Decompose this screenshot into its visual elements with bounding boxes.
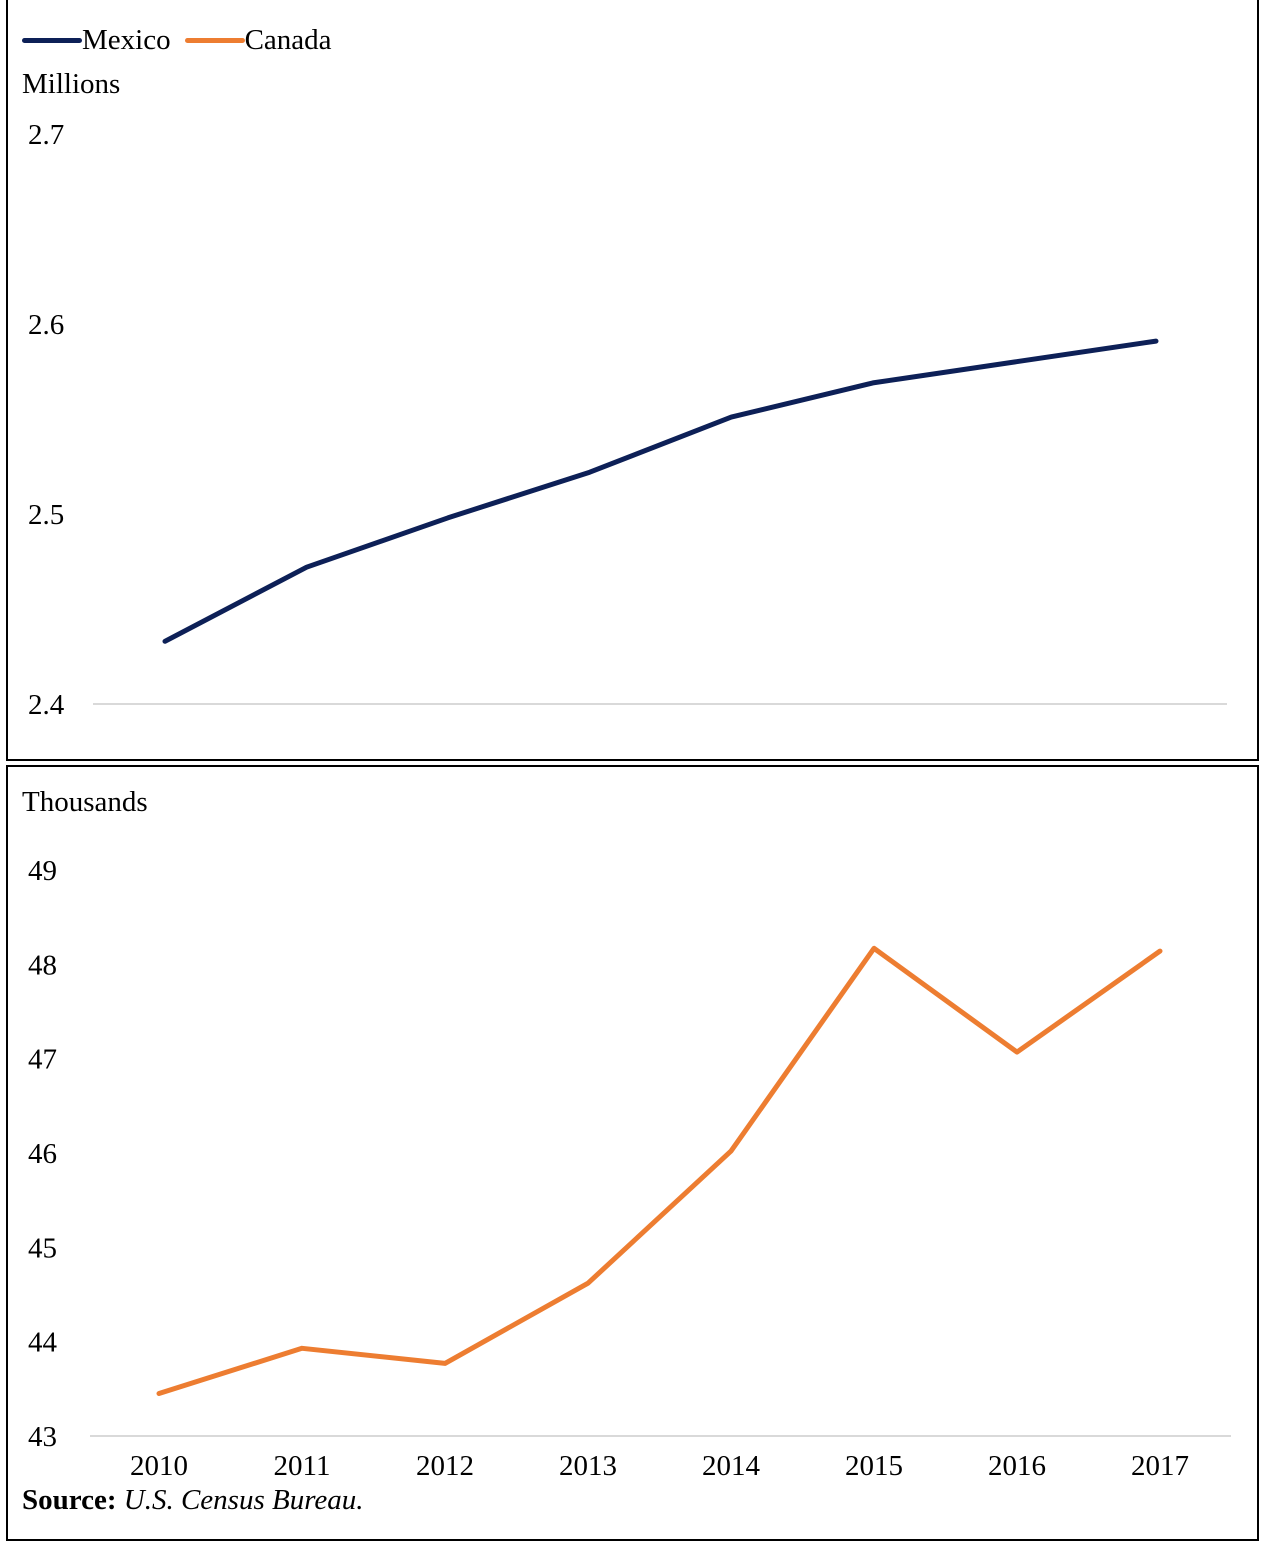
mexico-y-tick-label: 2.5	[28, 499, 64, 531]
canada-x-tick-label: 2011	[274, 1450, 331, 1482]
source-note: Source: U.S. Census Bureau.	[22, 1484, 364, 1517]
bottom-chart-panel	[6, 765, 1259, 1541]
mexico-chart: 2.4 2.5 2.6 2.7	[28, 119, 1227, 721]
canada-x-tick-label: 2016	[988, 1450, 1046, 1482]
bottom-unit-label: Thousands	[22, 786, 148, 818]
canada-y-tick-label: 43	[28, 1421, 57, 1453]
canada-x-tick-label: 2012	[416, 1450, 474, 1482]
canada-series-line	[156, 945, 1163, 1396]
source-label: Source:	[22, 1484, 117, 1516]
legend-item-canada: Canada	[184, 24, 332, 57]
canada-x-tick-label: 2010	[130, 1450, 188, 1482]
canada-chart: 43 44 45 46 47 48 49 2010 2011 2012 2013 2014 2015 20…	[28, 855, 1231, 1482]
legend: Mexico Canada	[22, 24, 332, 57]
canada-y-tick-label: 46	[28, 1138, 57, 1170]
source-text: U.S. Census Bureau.	[123, 1484, 364, 1516]
mexico-y-tick-label: 2.4	[28, 689, 65, 721]
legend-label-canada: Canada	[244, 24, 332, 56]
mexico-y-tick-label: 2.6	[28, 309, 64, 341]
canada-y-tick-label: 45	[28, 1232, 57, 1264]
legend-swatch-canada	[184, 38, 245, 43]
canada-x-tick-label: 2017	[1131, 1450, 1189, 1482]
legend-label-mexico: Mexico	[82, 24, 171, 56]
top-chart-panel	[6, 0, 1259, 761]
canada-x-tick-label: 2013	[559, 1450, 617, 1482]
legend-swatch-mexico	[22, 38, 82, 43]
mexico-y-tick-label: 2.7	[28, 119, 64, 151]
canada-y-tick-label: 48	[28, 949, 57, 981]
canada-x-tick-label: 2014	[702, 1450, 761, 1482]
canada-y-tick-label: 49	[28, 855, 57, 887]
canada-x-tick-label: 2015	[845, 1450, 903, 1482]
canada-y-tick-label: 44	[28, 1327, 58, 1359]
legend-item-mexico: Mexico	[22, 24, 171, 57]
mexico-series-line	[162, 338, 1159, 644]
canada-y-tick-label: 47	[28, 1044, 57, 1076]
top-unit-label: Millions	[22, 68, 121, 100]
